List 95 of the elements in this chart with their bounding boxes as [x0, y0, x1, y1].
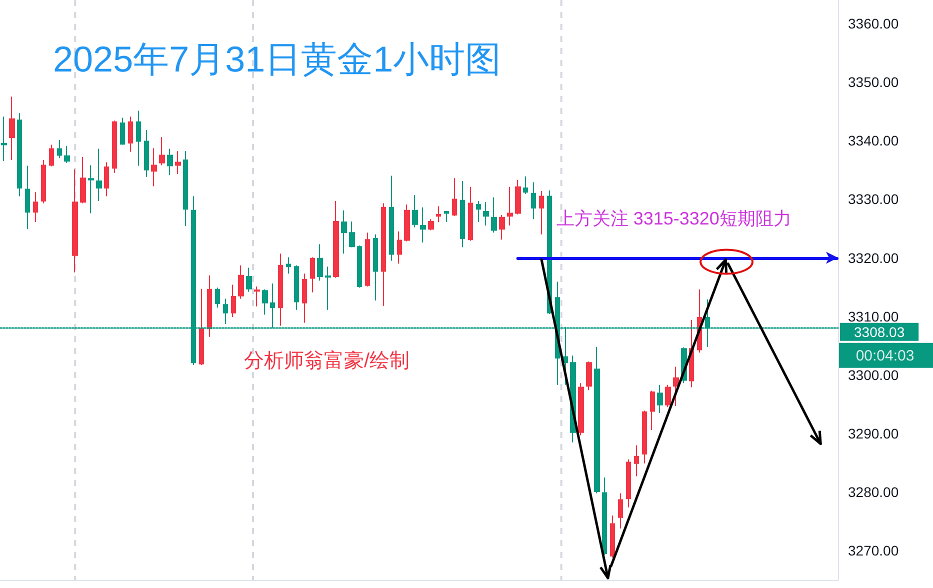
candlestick: [634, 444, 639, 477]
candlestick: [365, 232, 370, 287]
candlestick: [294, 264, 299, 310]
candlestick: [586, 360, 592, 391]
candlestick: [594, 346, 600, 494]
annotation: 上方关注 3315-3320短期阻力: [556, 208, 792, 229]
candlestick: [317, 244, 323, 282]
y-tick-label: 3290.00: [848, 426, 899, 442]
candlestick: [9, 96, 15, 160]
candlestick: [80, 156, 86, 204]
y-tick-label: 3270.00: [848, 542, 899, 559]
candlestick: [72, 168, 78, 273]
candlestick: [333, 200, 339, 278]
candlestick: [531, 182, 536, 220]
candlestick: [373, 234, 378, 302]
candlestick: [626, 458, 631, 508]
y-tick-label: 3360.00: [848, 15, 899, 32]
candlestick: [381, 202, 386, 306]
candlestick: [302, 273, 307, 324]
candlestick: [657, 384, 663, 414]
candlestick: [610, 515, 615, 558]
candlestick: [128, 116, 133, 152]
candlestick: [325, 266, 331, 310]
candlestick: [618, 492, 623, 529]
candlestick: [254, 286, 260, 307]
candlestick: [499, 214, 505, 240]
candlestick: [144, 130, 149, 178]
candlestick: [25, 165, 30, 230]
candlestick: [420, 206, 426, 244]
candlestick: [199, 288, 204, 366]
candlestick: [523, 176, 528, 194]
candlestick: [223, 298, 228, 324]
candlestick: [444, 210, 449, 223]
candlestick: [507, 186, 513, 226]
candlestick: [452, 178, 457, 217]
y-tick-label: 3320.00: [848, 250, 899, 266]
candlestick: [167, 148, 173, 176]
candlestick: [389, 175, 394, 262]
candlestick: [310, 256, 315, 293]
candlestick: [468, 186, 473, 242]
candlestick: [602, 476, 607, 556]
candlestick: [17, 112, 22, 197]
candlestick: [49, 144, 54, 167]
candlestick: [175, 150, 181, 174]
y-tick-label: 3350.00: [848, 74, 899, 90]
candlestick: [412, 194, 418, 228]
candlestick: [404, 204, 410, 242]
ref-line-label: 3308.03: [854, 324, 905, 340]
candlestick: [286, 256, 291, 274]
candlestick: [88, 164, 94, 214]
candlestick: [476, 200, 481, 223]
candlestick: [159, 136, 165, 166]
y-tick-label: 3330.00: [848, 191, 899, 208]
candlestick: [650, 390, 655, 431]
candlestick: [673, 366, 679, 406]
candlestick: [120, 117, 125, 146]
candlestick: [539, 190, 544, 235]
candlestick: [104, 162, 109, 197]
candlestick: [397, 230, 402, 264]
candlestick: [231, 284, 236, 318]
y-tick-label: 3300.00: [848, 366, 899, 383]
candlestick: [349, 220, 355, 248]
candlestick: [207, 274, 212, 338]
candlestick: [57, 140, 62, 159]
candlestick: [262, 288, 268, 316]
y-tick-label: 3310.00: [848, 308, 899, 324]
candlestick: [665, 384, 671, 408]
candlestick: [64, 145, 70, 164]
candlestick: [136, 110, 141, 166]
candlestick: [151, 148, 157, 187]
candlestick: [357, 244, 362, 288]
candlestick: [1, 116, 7, 162]
y-tick-label: 3280.00: [848, 484, 899, 500]
candlestick: [238, 264, 244, 300]
candlestick: [436, 206, 441, 223]
text: 00:04:03: [856, 347, 914, 364]
candlestick: [515, 179, 521, 215]
candlestick: [460, 180, 465, 248]
candlestick: [491, 196, 497, 234]
candlestick: [428, 218, 434, 231]
candlestick: [112, 120, 117, 174]
candlestick: [41, 159, 46, 204]
text: 2025年7月31日黄金1小时图: [53, 38, 502, 80]
candlestick: [578, 382, 584, 436]
candlestick: [215, 287, 220, 308]
candlestick: [183, 150, 188, 227]
candlestick: [246, 267, 252, 292]
y-tick-label: 3340.00: [848, 132, 899, 149]
candlestick: [642, 410, 647, 464]
candlestick: [341, 210, 347, 254]
candlestick: [96, 148, 102, 202]
annotation: 分析师翁富豪/绘制: [244, 349, 410, 372]
candlestick: [483, 202, 489, 226]
candlestick: [278, 253, 283, 326]
candlestick: [33, 192, 38, 223]
